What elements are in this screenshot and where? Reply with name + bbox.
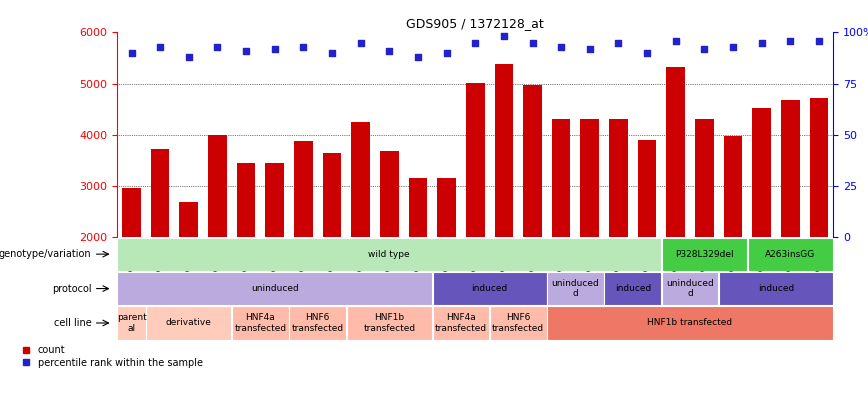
Point	[641, 50, 654, 56]
Point	[726, 43, 740, 50]
Point	[354, 39, 368, 46]
Text: A263insGG: A263insGG	[766, 249, 815, 259]
Bar	[753, 108, 771, 339]
Point	[611, 39, 625, 46]
Bar	[432, 307, 490, 339]
Bar	[667, 67, 685, 339]
Point	[267, 45, 281, 52]
Text: parent
al: parent al	[116, 313, 147, 333]
Bar	[466, 83, 484, 339]
Text: derivative: derivative	[166, 318, 212, 328]
Bar	[810, 98, 828, 339]
Text: induced: induced	[615, 284, 651, 293]
Bar	[117, 272, 432, 305]
Title: GDS905 / 1372128_at: GDS905 / 1372128_at	[406, 17, 544, 30]
Point	[496, 33, 510, 40]
Bar	[232, 307, 289, 339]
Text: HNF1b
transfected: HNF1b transfected	[363, 313, 416, 333]
Point	[210, 43, 224, 50]
Bar	[719, 272, 833, 305]
Point	[325, 50, 339, 56]
Bar	[409, 178, 427, 339]
Point	[296, 43, 311, 50]
Bar	[122, 188, 141, 339]
Bar	[552, 119, 570, 339]
Point	[784, 37, 798, 44]
Bar	[352, 122, 370, 339]
Bar	[294, 141, 312, 339]
Bar	[638, 140, 656, 339]
Bar	[346, 307, 432, 339]
Bar	[724, 136, 742, 339]
Point	[125, 50, 139, 56]
Bar	[581, 119, 599, 339]
Bar	[781, 100, 799, 339]
Bar	[266, 163, 284, 339]
Bar	[547, 272, 604, 305]
Bar	[432, 272, 547, 305]
Bar	[208, 134, 227, 339]
Text: protocol: protocol	[52, 284, 91, 294]
Bar	[695, 119, 713, 339]
Point	[812, 37, 825, 44]
Point	[440, 50, 454, 56]
Text: induced: induced	[758, 284, 794, 293]
Text: HNF4a
transfected: HNF4a transfected	[435, 313, 487, 333]
Bar	[495, 64, 513, 339]
Point	[583, 45, 597, 52]
Bar	[151, 149, 169, 339]
Bar	[117, 238, 661, 271]
Legend: count, percentile rank within the sample: count, percentile rank within the sample	[23, 345, 203, 368]
Text: wild type: wild type	[369, 249, 410, 259]
Bar	[380, 151, 398, 339]
Point	[669, 37, 683, 44]
Point	[469, 39, 483, 46]
Point	[240, 47, 253, 54]
Bar	[490, 307, 547, 339]
Bar	[323, 153, 341, 339]
Text: genotype/variation: genotype/variation	[0, 249, 91, 259]
Bar	[289, 307, 346, 339]
Bar	[117, 307, 146, 339]
Text: uninduced
d: uninduced d	[666, 279, 714, 298]
Text: HNF6
transfected: HNF6 transfected	[292, 313, 344, 333]
Text: induced: induced	[471, 284, 508, 293]
Text: HNF6
transfected: HNF6 transfected	[492, 313, 544, 333]
Bar	[180, 202, 198, 339]
Text: uninduced
d: uninduced d	[551, 279, 600, 298]
Bar	[661, 238, 747, 271]
Bar	[237, 163, 255, 339]
Text: P328L329del: P328L329del	[675, 249, 733, 259]
Bar	[661, 272, 719, 305]
Point	[555, 43, 569, 50]
Bar	[146, 307, 232, 339]
Text: HNF4a
transfected: HNF4a transfected	[234, 313, 286, 333]
Bar	[547, 307, 833, 339]
Point	[382, 47, 396, 54]
Point	[526, 39, 540, 46]
Bar	[609, 119, 628, 339]
Point	[154, 43, 168, 50]
Text: cell line: cell line	[54, 318, 91, 328]
Bar	[437, 178, 456, 339]
Point	[698, 45, 712, 52]
Point	[411, 54, 425, 60]
Text: uninduced: uninduced	[251, 284, 299, 293]
Point	[755, 39, 769, 46]
Bar	[523, 85, 542, 339]
Bar	[747, 238, 833, 271]
Text: HNF1b transfected: HNF1b transfected	[648, 318, 733, 328]
Bar	[604, 272, 661, 305]
Point	[182, 54, 196, 60]
